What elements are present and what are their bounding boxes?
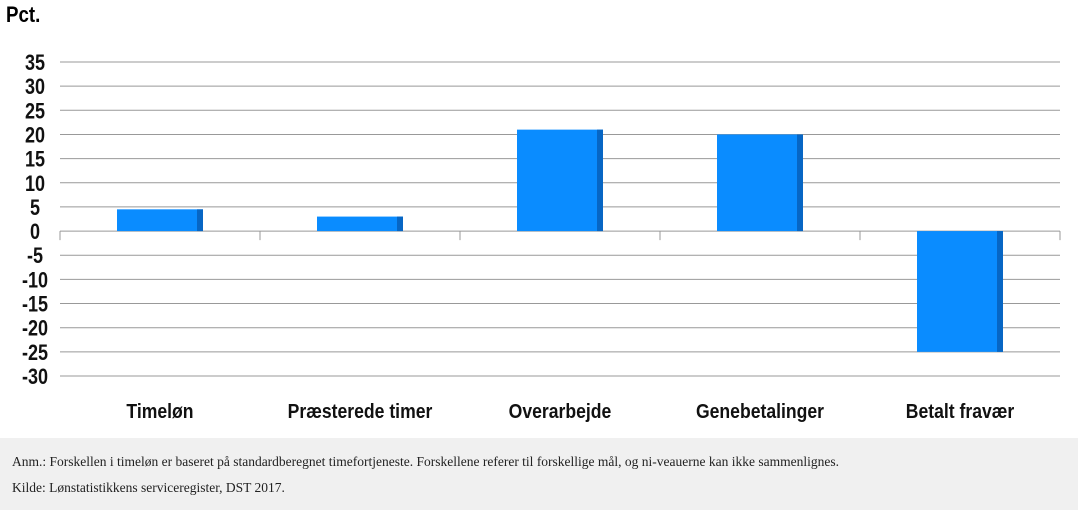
- y-tick-label: 10: [25, 172, 45, 196]
- y-tick-label: -20: [22, 317, 48, 341]
- y-tick-label: -10: [22, 269, 48, 293]
- bar-face: [117, 209, 203, 232]
- y-tick-label: 35: [25, 51, 45, 75]
- bar-side: [597, 129, 603, 232]
- y-tick-label: -25: [22, 341, 48, 365]
- bar-side: [397, 216, 403, 232]
- y-tick-label: 15: [25, 148, 45, 172]
- category-label: Timeløn: [126, 400, 193, 422]
- bar-side: [997, 231, 1003, 352]
- bar-face: [717, 134, 803, 232]
- category-label: Præsterede timer: [288, 400, 433, 422]
- y-tick-label: -5: [27, 245, 43, 269]
- bar-face: [517, 129, 603, 232]
- bar: [517, 129, 603, 232]
- bar-face: [317, 216, 403, 232]
- y-tick-label: -30: [22, 365, 48, 389]
- y-tick-label: 5: [30, 196, 40, 220]
- y-tick-label: 0: [30, 220, 40, 244]
- bar: [917, 231, 1003, 352]
- y-tick-label: 20: [25, 124, 45, 148]
- bar: [317, 216, 403, 232]
- bar: [117, 209, 203, 232]
- category-label: Genebetalinger: [696, 400, 825, 422]
- category-label: Overarbejde: [509, 400, 612, 422]
- y-tick-label: -15: [22, 293, 48, 317]
- category-label: Betalt fravær: [906, 400, 1015, 422]
- chart-footer: Anm.: Forskellen i timeløn er baseret på…: [0, 438, 1078, 510]
- y-tick-label: 30: [25, 76, 45, 100]
- bar-face: [917, 231, 1003, 352]
- bar: [717, 134, 803, 232]
- y-tick-label: 25: [25, 100, 45, 124]
- chart-note: Anm.: Forskellen i timeløn er baseret på…: [12, 454, 839, 469]
- chart-source: Kilde: Lønstatistikkens serviceregister,…: [12, 480, 285, 495]
- bar-side: [797, 134, 803, 232]
- y-axis-unit-label: Pct.: [6, 2, 41, 27]
- bar-side: [197, 209, 203, 232]
